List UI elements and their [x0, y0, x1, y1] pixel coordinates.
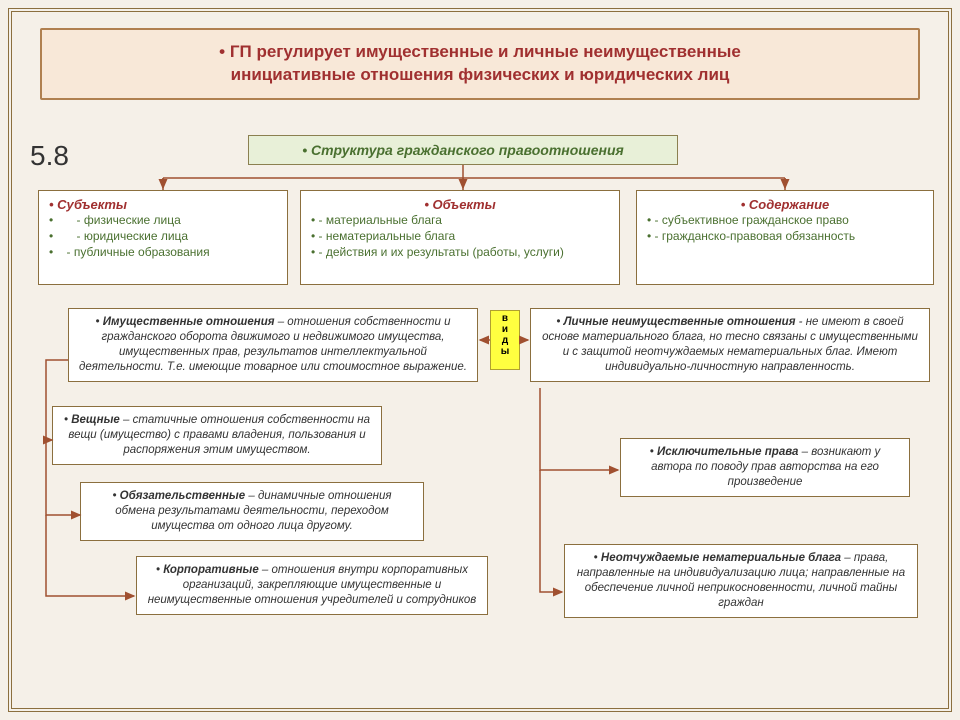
objects-item: - материальные блага	[311, 212, 609, 228]
objects-title: Объекты	[311, 197, 609, 212]
objects-item: - нематериальные блага	[311, 228, 609, 244]
def-corporate-title: Корпоративные	[163, 564, 259, 576]
def-real: • Вещные – статичные отношения собственн…	[52, 406, 382, 465]
def-property-title: Имущественные отношения	[103, 316, 275, 328]
def-personal-title: Личные неимущественные отношения	[564, 316, 796, 328]
def-inalienable-title: Неотчуждаемые нематериальные блага	[601, 552, 841, 564]
section-number: 5.8	[30, 140, 69, 172]
subjects-item: • - физические лица	[49, 212, 277, 228]
yellow-tab-types: в и д ы	[490, 310, 520, 370]
header-line1: ГП регулирует имущественные и личные неи…	[219, 41, 741, 64]
subjects-title: Субъекты	[49, 197, 277, 212]
content-title: Содержание	[647, 197, 923, 212]
category-content: Содержание - субъективное гражданское пр…	[636, 190, 934, 285]
def-obligation: • Обязательственные – динамичные отношен…	[80, 482, 424, 541]
category-objects: Объекты - материальные блага - нематериа…	[300, 190, 620, 285]
content-item: - субъективное гражданское право	[647, 212, 923, 228]
def-property: • Имущественные отношения – отношения со…	[68, 308, 478, 382]
yellow-tab-text: в и д ы	[501, 313, 510, 357]
structure-title: Структура гражданского правоотношения	[302, 142, 624, 158]
content-item: - гражданско-правовая обязанность	[647, 228, 923, 244]
def-exclusive-title: Исключительные права	[657, 446, 798, 458]
header-box: ГП регулирует имущественные и личные неи…	[40, 28, 920, 100]
subjects-item: • - юридические лица	[49, 228, 277, 244]
def-inalienable: • Неотчуждаемые нематериальные блага – п…	[564, 544, 918, 618]
def-corporate: • Корпоративные – отношения внутри корпо…	[136, 556, 488, 615]
def-obligation-title: Обязательственные	[120, 490, 245, 502]
subjects-item: • - публичные образования	[49, 244, 277, 260]
def-real-title: Вещные	[71, 414, 120, 426]
objects-item: - действия и их результаты (работы, услу…	[311, 244, 609, 260]
category-subjects: Субъекты • - физические лица • - юридиче…	[38, 190, 288, 285]
def-personal: • Личные неимущественные отношения - не …	[530, 308, 930, 382]
header-line2: инициативные отношения физических и юрид…	[231, 64, 730, 87]
def-exclusive: • Исключительные права – возникают у авт…	[620, 438, 910, 497]
structure-title-box: Структура гражданского правоотношения	[248, 135, 678, 165]
